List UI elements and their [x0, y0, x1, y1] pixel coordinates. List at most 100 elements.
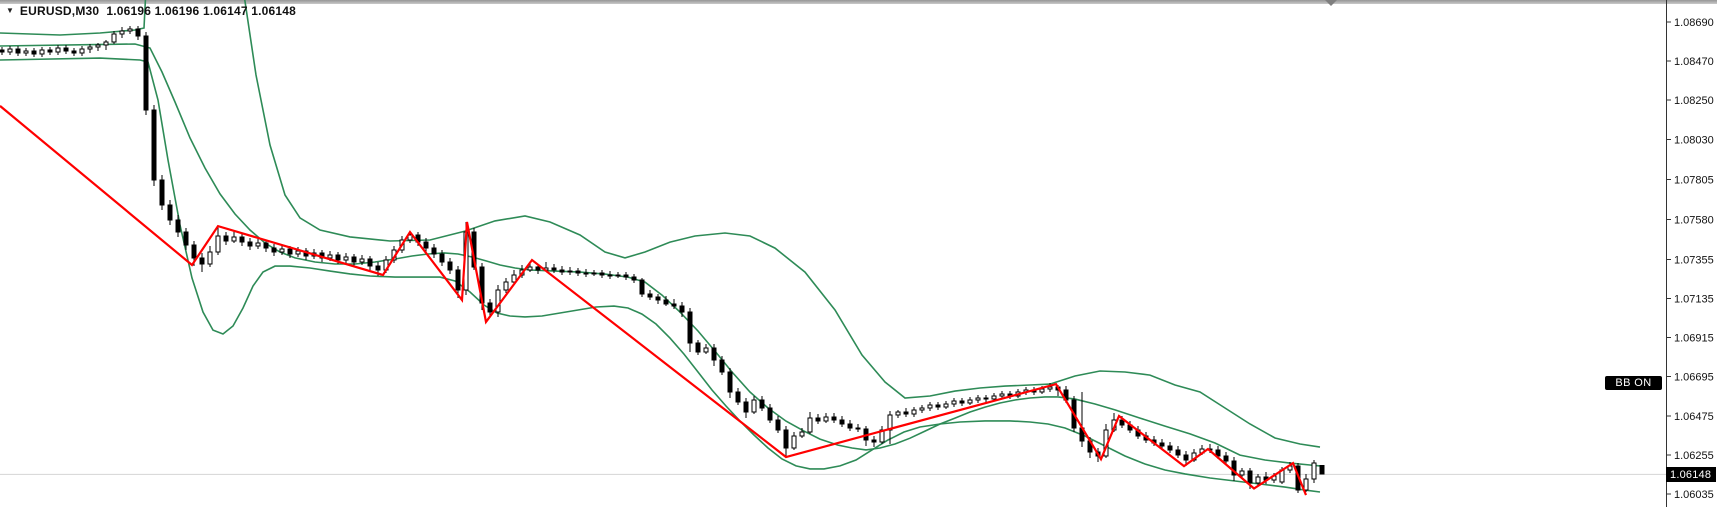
price-tick-label: 1.07805: [1674, 174, 1714, 186]
candle: [1119, 419, 1125, 426]
candle: [455, 269, 461, 291]
candle: [823, 416, 829, 422]
candle: [199, 257, 205, 265]
candle: [1239, 470, 1245, 476]
candle: [527, 266, 533, 271]
candle: [175, 219, 181, 233]
candles: [0, 25, 1325, 494]
price-tick-label: 1.08030: [1674, 134, 1714, 146]
candle: [1319, 464, 1325, 475]
price-axis-scale: 1.08690 1.08470 1.08250 1.08030 1.07805 1.075…: [1666, 0, 1714, 507]
candle: [47, 49, 53, 53]
candle: [127, 28, 133, 32]
candle: [703, 347, 709, 353]
price-tick-label: 1.06695: [1674, 372, 1714, 384]
current-price-badge: 1.06148: [1666, 467, 1716, 482]
candle: [551, 267, 557, 271]
symbol-dropdown-icon[interactable]: ▼: [6, 6, 14, 15]
candle: [1247, 470, 1253, 484]
candle: [119, 30, 125, 35]
candle: [367, 258, 373, 267]
candle: [183, 231, 189, 246]
bb-toggle-badge[interactable]: BB ON: [1605, 376, 1662, 390]
candle: [55, 47, 61, 53]
candle: [495, 289, 501, 313]
candle: [135, 28, 141, 37]
candle: [1255, 476, 1261, 484]
candle: [719, 359, 725, 373]
candle: [791, 435, 797, 449]
candle: [407, 234, 413, 241]
candle: [159, 179, 165, 206]
price-tick-label: 1.06035: [1674, 489, 1714, 501]
candle: [87, 46, 93, 50]
candle: [855, 427, 861, 430]
candle: [847, 423, 853, 429]
candle: [23, 50, 29, 54]
price-tick-label: 1.06915: [1674, 333, 1714, 345]
candle: [815, 417, 821, 422]
price-tick-label: 1.07135: [1674, 293, 1714, 305]
candle: [623, 274, 629, 278]
candle: [287, 248, 293, 255]
candle: [895, 411, 901, 416]
candle: [711, 347, 717, 361]
candle: [1311, 462, 1317, 480]
candle: [1175, 449, 1181, 456]
bollinger-lower-line: [0, 57, 1321, 493]
candle: [487, 302, 493, 313]
candle: [271, 247, 277, 253]
candle: [359, 258, 365, 263]
candle: [975, 397, 981, 401]
price-tick-label: 1.07580: [1674, 214, 1714, 226]
candle: [1159, 442, 1165, 447]
candle: [247, 241, 253, 247]
candle: [7, 48, 13, 53]
candle: [967, 399, 973, 404]
price-tick-label: 1.07355: [1674, 254, 1714, 266]
candle: [935, 404, 941, 408]
candle: [223, 235, 229, 242]
candle: [655, 296, 661, 301]
candle: [671, 303, 677, 307]
chart-horizontal-scrollbar[interactable]: [0, 0, 1717, 6]
candle: [911, 409, 917, 415]
price-tick-label: 1.06255: [1674, 450, 1714, 462]
candle: [15, 48, 21, 54]
candle: [775, 419, 781, 431]
candle: [799, 431, 805, 437]
scroll-position-marker-icon[interactable]: [1325, 0, 1337, 6]
price-tick-label: 1.08690: [1674, 17, 1714, 29]
bollinger-upper-line: [0, 0, 1321, 448]
candle: [79, 48, 85, 54]
candle: [959, 400, 965, 404]
candle: [335, 254, 341, 261]
candle: [983, 397, 989, 400]
price-axis[interactable]: [1666, 0, 1717, 507]
candle: [255, 242, 261, 247]
candle: [559, 269, 565, 273]
candle: [783, 429, 789, 449]
candle: [743, 401, 749, 413]
candle: [919, 407, 925, 411]
candle: [1223, 455, 1229, 462]
candle: [0, 49, 5, 53]
candle: [663, 299, 669, 305]
candle: [1047, 386, 1053, 390]
candle: [167, 204, 173, 221]
candle: [343, 256, 349, 261]
candle: [887, 414, 893, 431]
candle: [567, 270, 573, 273]
candle: [215, 235, 221, 253]
candle: [503, 281, 509, 291]
candle: [111, 33, 117, 43]
candle: [39, 49, 45, 55]
candle: [991, 395, 997, 400]
candle: [151, 109, 157, 181]
candle: [871, 439, 877, 443]
candle: [631, 276, 637, 281]
candle: [327, 254, 333, 259]
candle: [591, 272, 597, 275]
candle: [535, 266, 541, 271]
